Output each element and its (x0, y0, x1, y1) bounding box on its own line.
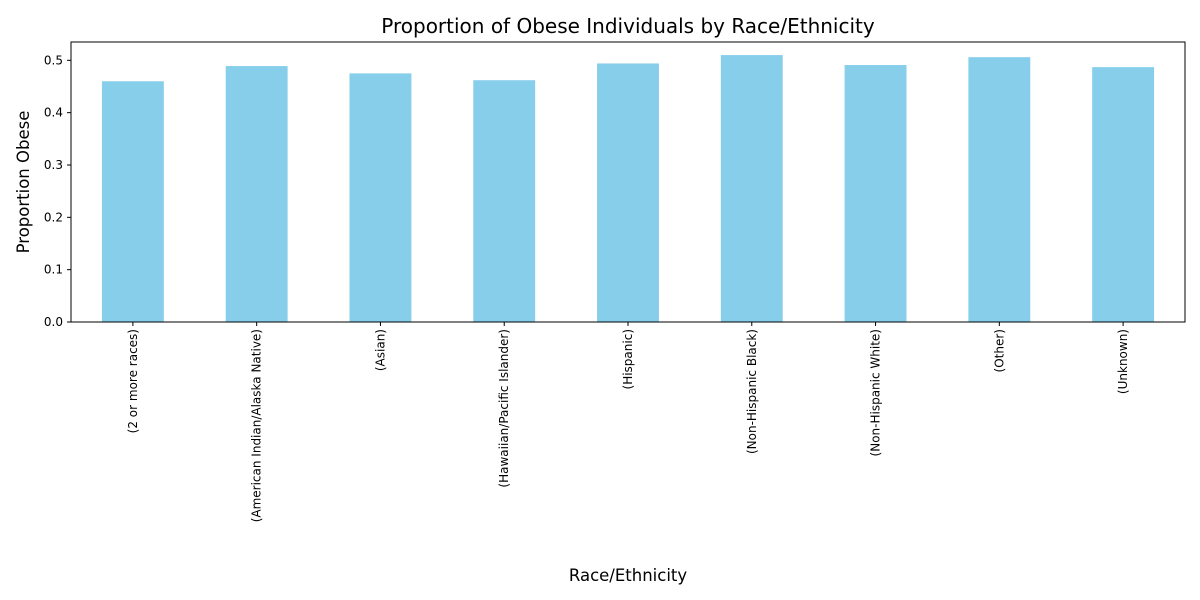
y-tick-label-1: 0.1 (44, 263, 63, 277)
x-axis-label: Race/Ethnicity (569, 566, 688, 585)
y-tick-label-5: 0.5 (44, 53, 63, 67)
plot-frame (70, 41, 1186, 323)
bar-1 (225, 66, 288, 322)
x-tick-label-8: (Unknown) (1116, 329, 1130, 394)
bar-2 (349, 73, 412, 323)
bar-7 (968, 57, 1031, 323)
x-tick-label-2: (Asian) (373, 329, 387, 371)
x-tick-label-0: (2 or more races) (126, 329, 140, 433)
x-tick-label-3: (Hawaiian/Pacific Islander) (497, 329, 511, 488)
bar-3 (473, 80, 536, 323)
bar-8 (1092, 67, 1155, 323)
x-tick-label-1: (American Indian/Alaska Native) (250, 329, 264, 522)
chart-title: Proportion of Obese Individuals by Race/… (381, 14, 875, 38)
x-tick-label-5: (Non-Hispanic Black) (745, 329, 759, 454)
bar-0 (101, 81, 164, 322)
x-axis-ticks: (2 or more races) (American Indian/Alaska… (126, 322, 1130, 522)
y-axis-ticks: 0.0 0.1 0.2 0.3 0.4 0.5 (44, 53, 71, 329)
y-tick-label-4: 0.4 (44, 106, 63, 120)
x-tick-label-7: (Other) (992, 329, 1006, 372)
y-tick-label-3: 0.3 (44, 158, 63, 172)
bars-group (101, 55, 1155, 323)
bar-4 (597, 63, 659, 323)
y-tick-label-2: 0.2 (44, 210, 63, 224)
x-tick-label-6: (Non-Hispanic White) (869, 329, 883, 456)
bar-6 (844, 65, 907, 322)
y-tick-label-0: 0.0 (44, 315, 63, 329)
x-tick-label-4: (Hispanic) (621, 329, 635, 389)
y-axis-label: Proportion Obese (14, 111, 33, 254)
bar-5 (720, 55, 783, 322)
